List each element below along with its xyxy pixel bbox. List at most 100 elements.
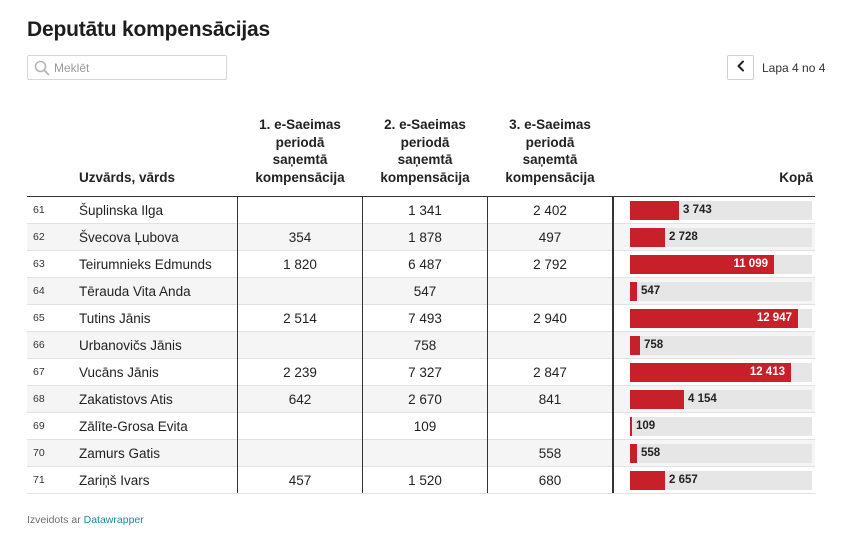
- row-period-1: [238, 278, 362, 305]
- row-name: Zamurs Gatis: [79, 446, 161, 461]
- total-bar-label: 558: [641, 447, 661, 459]
- table-row: 66 Urbanovičs Jānis 758 758: [27, 332, 815, 359]
- total-bar: [630, 309, 798, 328]
- total-bar-label: 547: [641, 285, 661, 297]
- row-period-1: 354: [288, 230, 312, 245]
- total-bar-label: 2 728: [669, 231, 698, 243]
- column-divider: [612, 196, 614, 493]
- row-period-3: 497: [538, 230, 562, 245]
- datawrapper-link[interactable]: Datawrapper: [83, 514, 144, 526]
- row-period-1: [238, 413, 362, 440]
- total-bar-label: 109: [636, 420, 656, 432]
- table-row: 64 Tērauda Vita Anda 547 547: [27, 278, 815, 305]
- row-period-1: [238, 440, 362, 467]
- search-icon: [34, 60, 50, 76]
- total-bar: [630, 390, 684, 409]
- row-period-3: 558: [538, 446, 562, 461]
- search-box[interactable]: [27, 55, 227, 80]
- row-period-2: 547: [413, 284, 437, 299]
- header-line: periodā: [400, 134, 450, 150]
- search-input[interactable]: [54, 58, 222, 77]
- row-name: Zariņš Ivars: [79, 473, 150, 488]
- table-row: 68 Zakatistovs Atis 642 2 670 841 4 154: [27, 386, 815, 413]
- total-bar: [630, 336, 640, 355]
- column-divider: [487, 196, 488, 493]
- header-line: kompensācija: [505, 169, 595, 185]
- row-period-1: 457: [288, 473, 312, 488]
- row-rank: 71: [33, 474, 45, 486]
- row-rank: 67: [33, 366, 45, 378]
- row-rank: 62: [33, 231, 45, 243]
- table-header: Uzvārds, vārds 1. e-Saeimas periodā saņemt…: [27, 110, 815, 190]
- total-bar: [630, 201, 679, 220]
- row-rank: 63: [33, 258, 45, 270]
- column-divider: [237, 196, 238, 493]
- row-period-1: 2 239: [283, 365, 317, 380]
- row-rank: 69: [33, 420, 45, 432]
- data-table: 61 Šuplinska Ilga 1 341 2 402 3 743 62 Švecova…: [27, 196, 815, 494]
- total-bar-background: [630, 444, 812, 463]
- row-name: Zakatistovs Atis: [79, 392, 173, 407]
- page-title: Deputātu kompensācijas: [27, 18, 271, 41]
- row-period-3: [488, 332, 612, 359]
- total-bar-label: 4 154: [688, 393, 717, 405]
- header-line: periodā: [275, 134, 325, 150]
- table-row: 70 Zamurs Gatis 558 558: [27, 440, 815, 467]
- row-name: Šuplinska Ilga: [79, 203, 164, 218]
- header-period-1: 1. e-Saeimas periodā saņemtā kompensācija: [238, 116, 362, 186]
- total-bar: [630, 444, 637, 463]
- row-rank: 66: [33, 339, 45, 351]
- row-period-2: 2 670: [408, 392, 442, 407]
- total-bar-label: 12 413: [749, 366, 785, 378]
- total-bar-background: [630, 282, 812, 301]
- row-period-2: 109: [413, 419, 437, 434]
- total-bar-label: 758: [644, 339, 664, 351]
- total-bar: [630, 282, 637, 301]
- row-rank: 70: [33, 447, 45, 459]
- header-line: periodā: [525, 134, 575, 150]
- header-name: Uzvārds, vārds: [79, 169, 175, 187]
- header-line: saņemtā: [272, 152, 328, 167]
- table-row: 65 Tutins Jānis 2 514 7 493 2 940 12 947: [27, 305, 815, 332]
- row-rank: 68: [33, 393, 45, 405]
- row-rank: 61: [33, 204, 45, 216]
- total-bar-label: 3 743: [683, 204, 712, 216]
- table-row: 69 Zālīte-Grosa Evita 109 109: [27, 413, 815, 440]
- column-divider: [362, 196, 363, 493]
- row-period-2: [363, 440, 487, 467]
- header-total: Kopā: [627, 169, 813, 187]
- page-indicator: Lapa 4 no 4: [762, 61, 826, 75]
- row-period-2: 7 327: [408, 365, 442, 380]
- row-period-1: 2 514: [283, 311, 317, 326]
- header-line: kompensācija: [380, 169, 470, 185]
- row-rank: 65: [33, 312, 45, 324]
- row-rank: 64: [33, 285, 45, 297]
- row-name: Teirumnieks Edmunds: [79, 257, 212, 272]
- row-period-3: [488, 413, 612, 440]
- table-row: 62 Švecova Ļubova 354 1 878 497 2 728: [27, 224, 815, 251]
- header-line: saņemtā: [397, 152, 453, 167]
- row-period-3: 2 940: [533, 311, 567, 326]
- row-period-2: 1 341: [408, 203, 442, 218]
- footer: Izveidots ar Datawrapper: [27, 514, 144, 526]
- row-name: Švecova Ļubova: [79, 230, 179, 245]
- total-bar: [630, 255, 774, 274]
- table-row: 71 Zariņš Ivars 457 1 520 680 2 657: [27, 467, 815, 494]
- row-name: Urbanovičs Jānis: [79, 338, 182, 353]
- header-line: 1. e-Saeimas: [259, 117, 341, 132]
- row-period-2: 758: [413, 338, 437, 353]
- row-name: Vucāns Jānis: [79, 365, 159, 380]
- previous-page-button[interactable]: [727, 55, 754, 80]
- total-bar: [630, 471, 665, 490]
- row-period-1: 1 820: [283, 257, 317, 272]
- row-period-3: 2 847: [533, 365, 567, 380]
- total-bar-label: 11 099: [733, 258, 768, 270]
- total-bar-background: [630, 417, 812, 436]
- row-name: Tērauda Vita Anda: [79, 284, 191, 299]
- header-line: kompensācija: [255, 169, 345, 185]
- row-period-3: 2 402: [533, 203, 567, 218]
- header-period-2: 2. e-Saeimas periodā saņemtā kompensācija: [363, 116, 487, 186]
- row-period-3: 2 792: [533, 257, 567, 272]
- table-row: 67 Vucāns Jānis 2 239 7 327 2 847 12 413: [27, 359, 815, 386]
- row-period-1: [238, 197, 362, 224]
